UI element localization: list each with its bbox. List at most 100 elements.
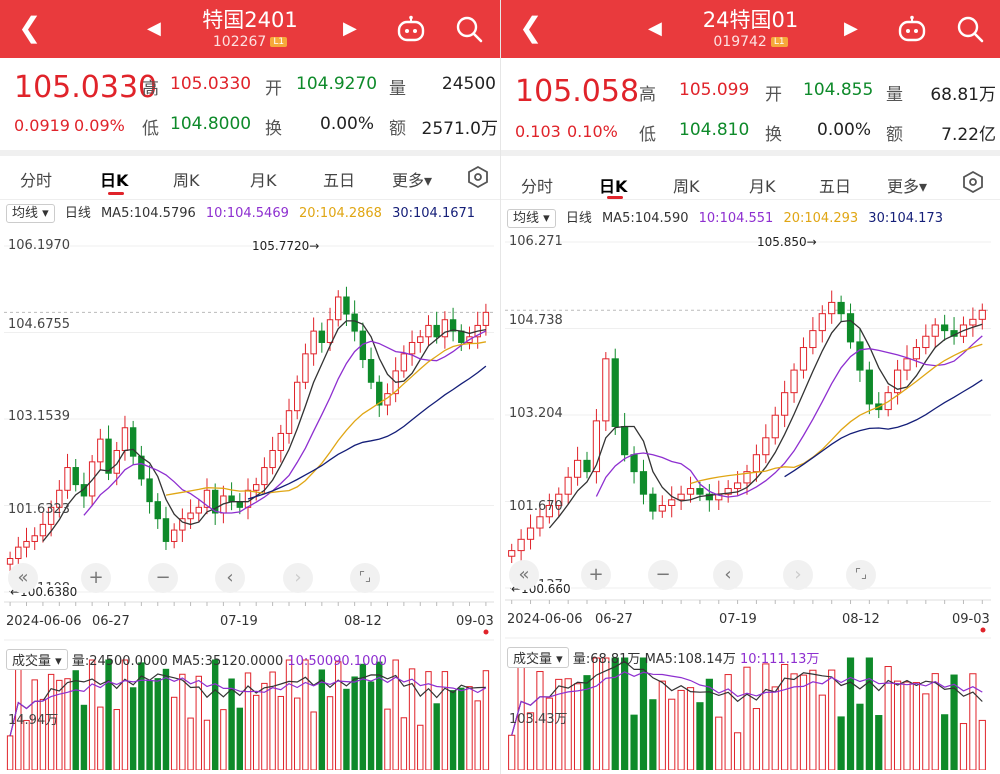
tab-five-day[interactable]: 五日 — [323, 171, 356, 190]
tab-more[interactable]: 更多▾ — [887, 177, 928, 196]
robot-assistant-icon[interactable] — [396, 14, 426, 48]
volume-today: 量:24500.0000 — [71, 654, 168, 669]
volume-bar — [536, 671, 544, 770]
amount-value: 7.22亿 — [941, 125, 996, 145]
collapse-icon[interactable]: « — [509, 560, 539, 590]
candle-up — [417, 336, 424, 343]
price-change-pct: 0.09% — [74, 116, 125, 135]
x-axis-label: 06-27 — [595, 612, 633, 627]
tab-intraday[interactable]: 分时 — [20, 171, 53, 190]
volume-bar — [466, 686, 473, 770]
volume-bar — [602, 657, 610, 770]
max-price-label: 105.7720→ — [252, 239, 320, 253]
prev-security-icon[interactable]: ◀ — [147, 18, 161, 39]
tab-daily-k[interactable]: 日K — [100, 171, 129, 190]
volume-bar — [195, 675, 202, 770]
volume-type-dropdown[interactable]: 成交量 ▾ — [6, 649, 68, 670]
fullscreen-button[interactable]: ⌜⌟ — [846, 560, 876, 590]
collapse-icon[interactable]: « — [8, 563, 38, 593]
volume-bar — [474, 700, 481, 770]
ma-type-dropdown[interactable]: 均线 ▾ — [6, 204, 55, 223]
high-value: 105.099 — [679, 80, 750, 100]
back-icon[interactable]: ❮ — [519, 11, 543, 44]
volume-bar — [875, 715, 883, 770]
volume-legend: 成交量 ▾ 量:24500.0000 MA5:35120.0000 10:500… — [6, 649, 387, 670]
x-axis-label: 08-12 — [842, 612, 880, 627]
y-axis-label: 103.1539 — [8, 409, 71, 424]
volume-bar — [592, 657, 601, 770]
volume-type-dropdown[interactable]: 成交量 ▾ — [507, 647, 569, 668]
candle-up — [893, 369, 902, 394]
x-axis-label: 08-12 — [344, 614, 382, 629]
search-icon[interactable] — [454, 14, 484, 48]
ma-period: 日线 — [64, 206, 91, 221]
price-change-pct: 0.10% — [567, 122, 618, 141]
candle-up — [969, 318, 977, 326]
candle-down — [449, 319, 457, 332]
zoom-out-button[interactable]: − — [148, 563, 178, 593]
y-axis-label: 106.1970 — [8, 238, 71, 253]
y-axis-label: 104.6755 — [8, 317, 71, 332]
candle-up — [828, 301, 836, 315]
scroll-right-button[interactable]: › — [783, 560, 813, 590]
volume-bar — [545, 697, 553, 770]
ma-type-dropdown[interactable]: 均线 ▾ — [507, 209, 556, 228]
kline-chart[interactable]: 均线 ▾ 日线 MA5:104.5796 10:104.5469 20:104.… — [0, 200, 500, 770]
settings-hexagon-icon[interactable] — [961, 170, 985, 198]
candle-down — [856, 341, 864, 371]
low-label: 低 — [639, 125, 656, 145]
fullscreen-button[interactable]: ⌜⌟ — [350, 563, 380, 593]
volume-label: 量 — [886, 85, 903, 105]
candle-up — [203, 489, 211, 508]
robot-assistant-icon[interactable] — [897, 14, 927, 48]
volume-bar — [376, 661, 383, 770]
volume-bar — [228, 678, 235, 770]
scroll-right-button[interactable]: › — [283, 563, 313, 593]
tab-more[interactable]: 更多▾ — [392, 171, 433, 190]
ma20-line — [165, 341, 487, 496]
candle-up — [790, 369, 798, 394]
turnover-label: 换 — [265, 119, 282, 139]
candle-down — [846, 313, 855, 343]
header-bar: ❮ ◀ 特国2401 102267 L1 ▶ — [0, 0, 500, 58]
ma-legend: 均线 ▾ 日线 MA5:104.590 10:104.551 20:104.29… — [507, 209, 997, 228]
candle-down — [376, 381, 383, 406]
back-icon[interactable]: ❮ — [18, 11, 42, 44]
candle-up — [408, 341, 416, 355]
scroll-left-button[interactable]: ‹ — [713, 560, 743, 590]
tab-monthly-k[interactable]: 月K — [749, 177, 776, 196]
volume-bar — [236, 707, 244, 770]
candle-up — [64, 467, 71, 491]
zoom-in-button[interactable]: + — [581, 560, 611, 590]
tab-weekly-k[interactable]: 周K — [173, 171, 200, 190]
tab-weekly-k[interactable]: 周K — [673, 177, 700, 196]
next-security-icon[interactable]: ▶ — [844, 18, 858, 39]
zoom-out-button[interactable]: − — [648, 560, 678, 590]
y-axis-label: 106.271 — [509, 234, 563, 249]
settings-hexagon-icon[interactable] — [466, 165, 490, 193]
tab-five-day[interactable]: 五日 — [819, 177, 852, 196]
candle-up — [912, 347, 921, 360]
candle-up — [762, 437, 770, 456]
scroll-left-button[interactable]: ‹ — [215, 563, 245, 593]
zoom-in-button[interactable]: + — [81, 563, 111, 593]
candle-down — [351, 313, 358, 332]
volume-bar — [441, 671, 449, 770]
prev-security-icon[interactable]: ◀ — [648, 18, 662, 39]
kline-chart[interactable]: 均线 ▾ 日线 MA5:104.590 10:104.551 20:104.29… — [501, 200, 1000, 770]
x-axis-label: 2024-06-06 — [6, 614, 82, 629]
volume-bar — [384, 708, 391, 770]
search-icon[interactable] — [955, 14, 985, 48]
next-security-icon[interactable]: ▶ — [343, 18, 357, 39]
volume-bar — [335, 661, 342, 770]
candle-up — [39, 523, 47, 537]
high-label: 高 — [142, 79, 159, 99]
volume-bar — [912, 682, 921, 770]
candle-up — [686, 488, 695, 495]
tab-intraday[interactable]: 分时 — [521, 177, 554, 196]
candle-up — [724, 488, 732, 495]
tab-daily-k[interactable]: 日K — [599, 177, 628, 196]
tab-monthly-k[interactable]: 月K — [250, 171, 277, 190]
candle-up — [809, 330, 817, 349]
candle-up — [121, 427, 129, 451]
